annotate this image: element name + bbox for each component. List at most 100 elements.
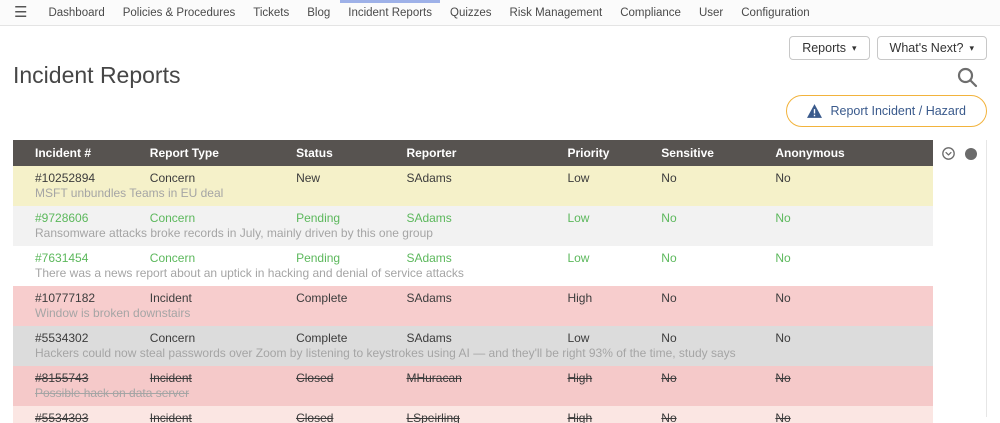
cell-status: Complete	[296, 331, 348, 345]
cell-report-type: Concern	[149, 171, 196, 185]
cell-report-type: Incident	[149, 371, 192, 385]
cell-sensitive: No	[661, 211, 677, 225]
incident-description-row: MSFT unbundles Teams in EU deal	[13, 186, 933, 206]
report-incident-hazard-label: Report Incident / Hazard	[830, 104, 967, 118]
cell-incident-number[interactable]: #9728606	[35, 211, 89, 225]
chevron-down-icon: ▾	[851, 42, 857, 53]
incident-description: Hackers could now steal passwords over Z…	[35, 346, 736, 360]
whats-next-dropdown-label: What's Next?	[889, 41, 964, 55]
column-header-priority[interactable]: Priority	[559, 140, 654, 166]
nav-item-compliance[interactable]: Compliance	[620, 6, 681, 19]
cell-status: Pending	[296, 251, 341, 265]
cell-report-type: Concern	[149, 331, 196, 345]
cell-anonymous: No	[775, 251, 791, 265]
nav-item-quizzes[interactable]: Quizzes	[450, 6, 492, 19]
cell-reporter: SAdams	[406, 291, 452, 305]
cell-anonymous: No	[775, 331, 791, 345]
cell-reporter: SAdams	[406, 211, 452, 225]
cell-status: Closed	[296, 411, 334, 423]
incident-table-header: Incident # Report Type Status Reporter P…	[13, 140, 933, 166]
warning-triangle-icon	[806, 104, 822, 118]
cell-sensitive: No	[661, 251, 677, 265]
column-header-status[interactable]: Status	[288, 140, 399, 166]
report-action-row: Report Incident / Hazard	[13, 95, 987, 127]
incident-row[interactable]: #5534303 Incident Closed LSpeirling High…	[13, 406, 933, 423]
report-incident-hazard-button[interactable]: Report Incident / Hazard	[785, 95, 987, 127]
nav-item-incident-reports[interactable]: Incident Reports	[340, 0, 440, 26]
column-header-report-type[interactable]: Report Type	[141, 140, 289, 166]
reports-dropdown-button[interactable]: Reports ▾	[789, 36, 870, 60]
chevron-down-icon: ▾	[969, 42, 974, 53]
cell-report-type: Incident	[149, 411, 192, 423]
cell-reporter: SAdams	[406, 331, 452, 345]
cell-report-type: Incident	[149, 291, 192, 305]
column-header-reporter[interactable]: Reporter	[398, 140, 560, 166]
toolbar: Reports ▾ What's Next? ▾	[13, 36, 987, 60]
incident-description-row: Possible hack on data server	[13, 386, 933, 406]
cell-priority: Low	[567, 211, 590, 225]
page-content: Reports ▾ What's Next? ▾ Incident Report…	[0, 36, 1000, 423]
table-side-controls	[933, 140, 987, 417]
cell-sensitive: No	[661, 291, 677, 305]
nav-item-risk-management[interactable]: Risk Management	[509, 6, 603, 19]
incident-row[interactable]: #7631454 Concern Pending SAdams Low No N…	[13, 246, 933, 266]
cell-incident-number[interactable]: #5534303	[35, 411, 89, 423]
cell-priority: High	[567, 411, 593, 423]
cell-reporter: SAdams	[406, 171, 452, 185]
column-header-anonymous[interactable]: Anonymous	[767, 140, 933, 166]
incident-description: MSFT unbundles Teams in EU deal	[35, 186, 224, 200]
cell-sensitive: No	[661, 171, 677, 185]
chevron-down-circle-icon[interactable]	[942, 147, 955, 160]
cell-priority: Low	[567, 171, 590, 185]
cell-priority: High	[567, 371, 593, 385]
cell-reporter: LSpeirling	[406, 411, 460, 423]
nav-item-dashboard[interactable]: Dashboard	[48, 6, 105, 19]
cell-anonymous: No	[775, 171, 791, 185]
incident-row[interactable]: #8155743 Incident Closed MHuracan High N…	[13, 366, 933, 386]
cell-incident-number[interactable]: #8155743	[35, 371, 89, 385]
cell-status: Closed	[296, 371, 334, 385]
incident-table-wrap: Incident # Report Type Status Reporter P…	[13, 140, 987, 423]
cell-priority: Low	[567, 251, 590, 265]
cell-reporter: MHuracan	[406, 371, 462, 385]
incident-row[interactable]: #10252894 Concern New SAdams Low No No	[13, 166, 933, 186]
incident-row[interactable]: #10777182 Incident Complete SAdams High …	[13, 286, 933, 306]
nav-item-blog[interactable]: Blog	[307, 6, 331, 19]
nav-items-container: Dashboard Policies & Procedures Tickets Blo…	[48, 0, 810, 26]
cell-priority: Low	[567, 331, 590, 345]
incident-description: Ransomware attacks broke records in July…	[35, 226, 433, 240]
cell-sensitive: No	[661, 331, 677, 345]
hamburger-menu-icon[interactable]: ☰	[14, 4, 27, 21]
cell-anonymous: No	[775, 211, 791, 225]
cell-report-type: Concern	[149, 211, 196, 225]
column-header-sensitive[interactable]: Sensitive	[653, 140, 768, 166]
column-header-incident-number[interactable]: Incident #	[13, 140, 142, 166]
incident-description: Possible hack on data server	[35, 386, 190, 400]
nav-item-tickets[interactable]: Tickets	[253, 6, 290, 19]
page-title: Incident Reports	[13, 62, 181, 88]
incident-description-row: Hackers could now steal passwords over Z…	[13, 346, 933, 366]
cell-incident-number[interactable]: #10777182	[35, 291, 96, 305]
nav-item-policies-procedures[interactable]: Policies & Procedures	[122, 6, 236, 19]
incident-description: There was a news report about an uptick …	[35, 266, 464, 280]
cell-status: New	[296, 171, 321, 185]
incident-row[interactable]: #5534302 Concern Complete SAdams Low No …	[13, 326, 933, 346]
cell-incident-number[interactable]: #7631454	[35, 251, 89, 265]
nav-item-configuration[interactable]: Configuration	[741, 6, 810, 19]
whats-next-dropdown-button[interactable]: What's Next? ▾	[876, 36, 987, 60]
top-nav-bar: ☰ Dashboard Policies & Procedures Tickets B…	[0, 0, 1000, 26]
incident-description-row: Window is broken downstairs	[13, 306, 933, 326]
incident-description-row: Ransomware attacks broke records in July…	[13, 226, 933, 246]
cell-status: Complete	[296, 291, 348, 305]
cell-anonymous: No	[775, 411, 791, 423]
cell-sensitive: No	[661, 411, 677, 423]
cell-incident-number[interactable]: #5534302	[35, 331, 89, 345]
nav-item-user[interactable]: User	[698, 6, 724, 19]
cell-incident-number[interactable]: #10252894	[35, 171, 96, 185]
filled-circle-icon[interactable]	[965, 148, 977, 160]
incident-table: Incident # Report Type Status Reporter P…	[13, 140, 933, 423]
cell-sensitive: No	[661, 371, 677, 385]
search-icon[interactable]	[955, 65, 979, 89]
cell-reporter: SAdams	[406, 251, 452, 265]
incident-row[interactable]: #9728606 Concern Pending SAdams Low No N…	[13, 206, 933, 226]
